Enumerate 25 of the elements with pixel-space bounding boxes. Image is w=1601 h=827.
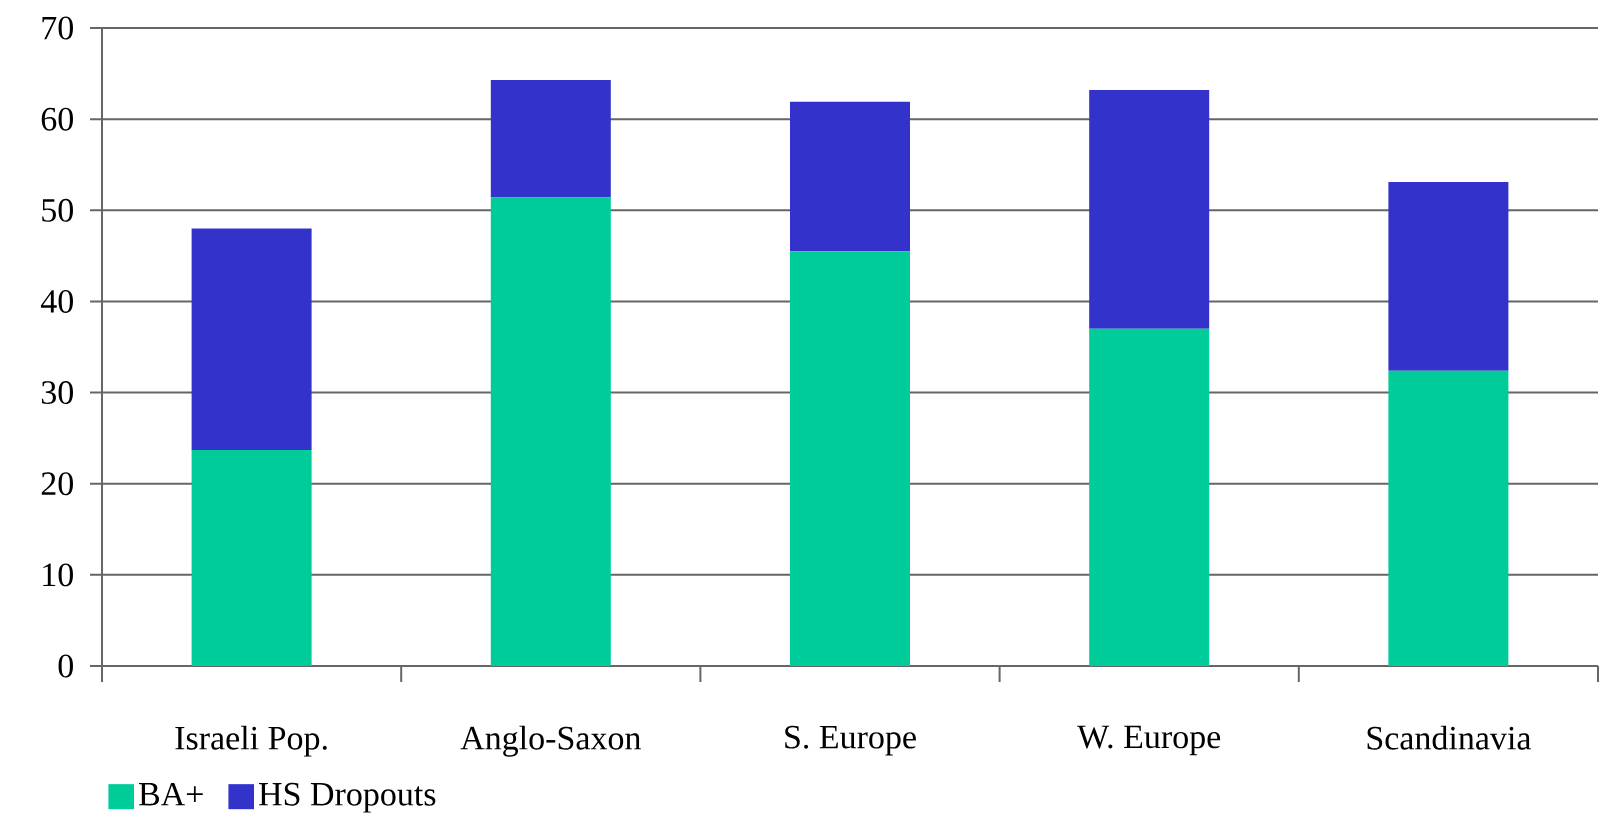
bar [1388,182,1509,371]
y-tick-label: 30 [41,381,73,405]
bar [1089,89,1210,329]
legend-label: HS Dropouts [259,782,436,813]
y-tick-label: 60 [41,107,73,131]
y-tick-label: 50 [42,198,73,222]
bar [790,101,910,252]
bar [490,197,611,666]
bar [191,228,312,450]
x-tick-label: S. Europe [785,725,916,756]
bar [1089,328,1210,666]
x-tick-label: W. Europe [1077,725,1221,756]
legend-label: BA+ [138,782,203,806]
x-tick-label: Anglo-Saxon [460,725,641,757]
bar [490,79,611,198]
y-tick-label: 20 [41,472,73,496]
bar [191,450,312,666]
x-tick-label: Israeli Pop. [175,725,327,757]
y-tick-label: 40 [40,289,73,313]
y-tick-label: 10 [43,563,73,587]
x-tick-label: Scandinavia [1367,725,1532,750]
bar [790,251,910,666]
bar [1388,370,1509,666]
y-tick-label: 0 [58,654,73,678]
y-tick-label: 70 [42,16,73,40]
